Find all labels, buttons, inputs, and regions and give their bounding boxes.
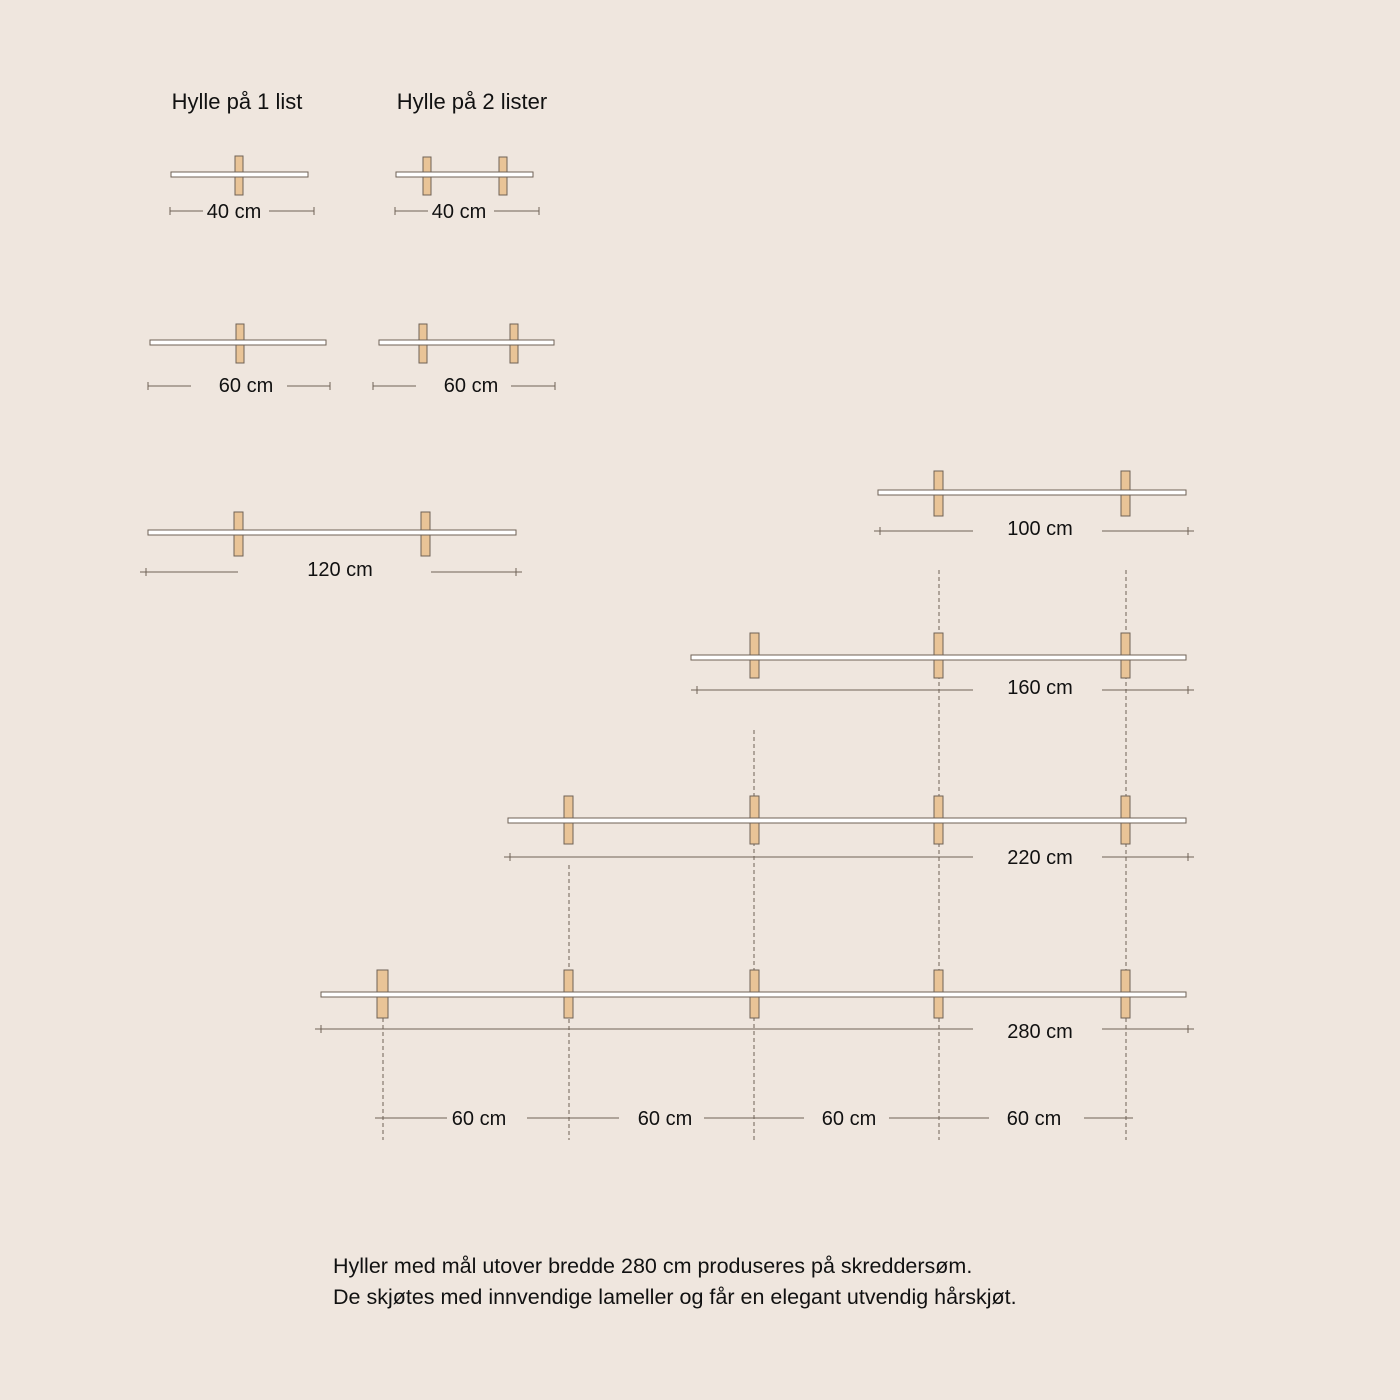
shelf-40cm-1-rails: 40 cm	[169, 155, 315, 223]
shelf-width-label: 60 cm	[444, 375, 498, 397]
shelf-100cm-2-rails: 100 cm	[874, 470, 1194, 540]
shelf-board	[877, 489, 1187, 496]
title-two-rails: Hylle på 2 lister	[397, 89, 547, 114]
shelf-220cm-4-rails: 220 cm	[504, 795, 1194, 869]
shelf-board	[147, 529, 517, 536]
rail-spacing-dimensions: 60 cm 60 cm 60 cm 60 cm	[375, 1108, 1133, 1130]
title-one-rail: Hylle på 1 list	[172, 89, 303, 114]
shelf-40cm-2-rails: 40 cm	[394, 156, 540, 223]
shelf-160cm-3-rails: 160 cm	[690, 632, 1194, 699]
footer-line-2: De skjøtes med innvendige lameller og få…	[333, 1285, 1017, 1309]
shelf-60cm-1-rails: 60 cm	[147, 323, 331, 397]
shelf-board	[378, 339, 555, 346]
shelf-width-label: 160 cm	[1007, 677, 1073, 699]
shelf-width-label: 40 cm	[432, 201, 486, 223]
shelf-60cm-2-rails: 60 cm	[372, 323, 556, 397]
shelf-board	[170, 171, 309, 178]
shelf-board	[690, 654, 1187, 661]
shelf-board	[149, 339, 327, 346]
rail-spacing-label: 60 cm	[1007, 1108, 1061, 1130]
shelf-width-label: 100 cm	[1007, 518, 1073, 540]
footer-line-1: Hyller med mål utover bredde 280 cm prod…	[333, 1254, 973, 1278]
shelf-width-label: 40 cm	[207, 201, 261, 223]
shelf-board	[507, 817, 1187, 824]
shelf-width-label: 280 cm	[1007, 1021, 1073, 1043]
shelf-width-label: 60 cm	[219, 375, 273, 397]
rail-spacing-label: 60 cm	[822, 1108, 876, 1130]
shelf-width-label: 120 cm	[307, 559, 373, 581]
rail-spacing-label: 60 cm	[452, 1108, 506, 1130]
rail-spacing-label: 60 cm	[638, 1108, 692, 1130]
shelves: 40 cm 40 cm 60 cm 60 cm 120 cm 100 cm 160 cm 22…	[140, 155, 1194, 1043]
shelf-120cm-2-rails: 120 cm	[140, 511, 522, 581]
shelf-width-label: 220 cm	[1007, 847, 1073, 869]
shelf-board	[395, 171, 534, 178]
shelf-board	[320, 991, 1187, 998]
shelf-280cm-5-rails: 280 cm	[315, 969, 1194, 1043]
